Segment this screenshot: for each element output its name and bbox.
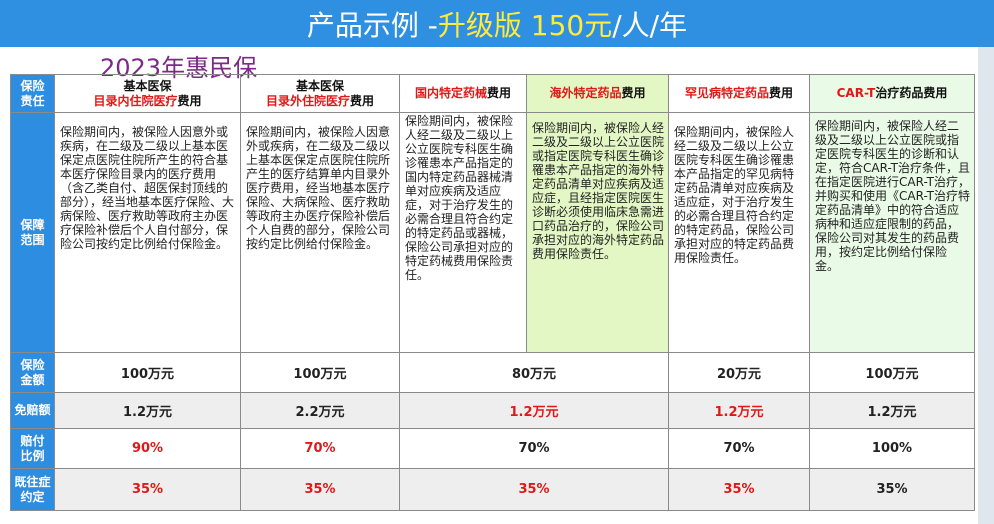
corner-label: 保险 责任 (10, 74, 55, 113)
ratio-cell: 70% (240, 428, 400, 469)
preexisting-cell: 35% (54, 468, 241, 511)
preexisting-cell: 35% (668, 468, 810, 511)
preexisting-cell: 35% (399, 468, 669, 511)
amount-row: 保险 金额 100万元 100万元 80万元 20万元 100万元 (10, 352, 975, 393)
col-header-red: 国内特定药械 (414, 86, 487, 100)
col-header-domestic-drugs: 国内特定药械费用 (399, 74, 527, 113)
header-row: 保险 责任 基本医保 目录内住院医疗费用 基本医保 目录外住院医疗费用 国内特定… (10, 74, 975, 113)
col-header-line1: 基本医保 (295, 78, 344, 93)
ratio-cell: 90% (54, 428, 241, 469)
title-highlight: 升级版 150元 (437, 8, 613, 42)
preexisting-cell: 35% (240, 468, 400, 511)
col-header-overseas-drugs: 海外特定药品费用 (526, 74, 669, 113)
col-header-red: 目录内住院医疗 (93, 93, 178, 108)
amount-cell: 100万元 (54, 352, 241, 393)
title-suffix: /人/年 (612, 8, 688, 42)
col-header-rest: 费用 (350, 93, 375, 108)
scope-cell: 保险期间内，被保险人因意外或疾病，在二级及二级以上基本医保定点医院住院所产生的符… (54, 112, 241, 353)
ratio-row: 赔付 比例 90% 70% 70% 70% 100% (10, 428, 975, 469)
col-header-rest: 费用 (769, 86, 794, 100)
col-header-red: 罕见病特定药品 (684, 86, 769, 100)
ratio-cell: 70% (399, 428, 669, 469)
scope-cell: 保险期间内，被保险人经二级及二级以上公立医院或指定医院专科医生的诊断和认定，符合… (809, 112, 975, 353)
scope-label: 保障 范围 (10, 112, 55, 353)
amount-label: 保险 金额 (10, 352, 55, 393)
amount-cell: 100万元 (240, 352, 400, 393)
deductible-cell: 1.2万元 (399, 392, 669, 429)
col-header-car-t: CAR-T治疗药品费用 (809, 74, 975, 113)
amount-cell: 80万元 (399, 352, 669, 393)
amount-cell: 100万元 (809, 352, 975, 393)
deductible-label: 免赔额 (10, 392, 55, 429)
col-header-inside-list: 基本医保 目录内住院医疗费用 (54, 74, 241, 113)
side-strip (978, 47, 994, 524)
col-header-outside-list: 基本医保 目录外住院医疗费用 (240, 74, 400, 113)
title-banner: 产品示例 - 升级版 150元/人/年 (0, 0, 994, 47)
coverage-table: 保险 责任 基本医保 目录内住院医疗费用 基本医保 目录外住院医疗费用 国内特定… (10, 74, 975, 511)
scope-row: 保障 范围 保险期间内，被保险人因意外或疾病，在二级及二级以上基本医保定点医院住… (10, 112, 975, 353)
deductible-cell: 2.2万元 (240, 392, 400, 429)
col-header-red: CAR-T (836, 86, 876, 100)
col-header-rest: 治疗药品费用 (875, 86, 948, 100)
deductible-row: 免赔额 1.2万元 2.2万元 1.2万元 1.2万元 1.2万元 (10, 392, 975, 429)
deductible-cell: 1.2万元 (668, 392, 810, 429)
col-header-red: 海外特定药品 (549, 86, 622, 100)
col-header-rest: 费用 (621, 86, 646, 100)
amount-cell: 20万元 (668, 352, 810, 393)
deductible-cell: 1.2万元 (809, 392, 975, 429)
deductible-cell: 1.2万元 (54, 392, 241, 429)
preexisting-cell: 35% (809, 468, 975, 511)
title-prefix: 产品示例 - (306, 8, 438, 42)
scope-cell: 保险期间内，被保险人经二级及二级以上公立医院或指定医院专科医生确诊罹患本产品指定… (526, 112, 669, 353)
col-header-rest: 费用 (177, 93, 202, 108)
ratio-label: 赔付 比例 (10, 428, 55, 469)
col-header-rest: 费用 (487, 86, 512, 100)
preexisting-label: 既往症 约定 (10, 468, 55, 511)
col-header-rare-disease: 罕见病特定药品费用 (668, 74, 810, 113)
col-header-line1: 基本医保 (123, 78, 172, 93)
scope-cell: 保险期间内，被保险人因意外或疾病，在二级及二级以上基本医保定点医院住院所产生的医… (240, 112, 400, 353)
ratio-cell: 100% (809, 428, 975, 469)
scope-cell: 保险期间内，被保险人经二级及二级以上公立医院专科医生确诊罹患本产品指定的罕见病特… (668, 112, 810, 353)
ratio-cell: 70% (668, 428, 810, 469)
col-header-red: 目录外住院医疗 (265, 93, 350, 108)
scope-cell: 保险期间内，被保险人经二级及二级以上公立医院专科医生确诊罹患本产品指定的国内特定… (399, 112, 527, 353)
preexisting-row: 既往症 约定 35% 35% 35% 35% 35% (10, 468, 975, 511)
